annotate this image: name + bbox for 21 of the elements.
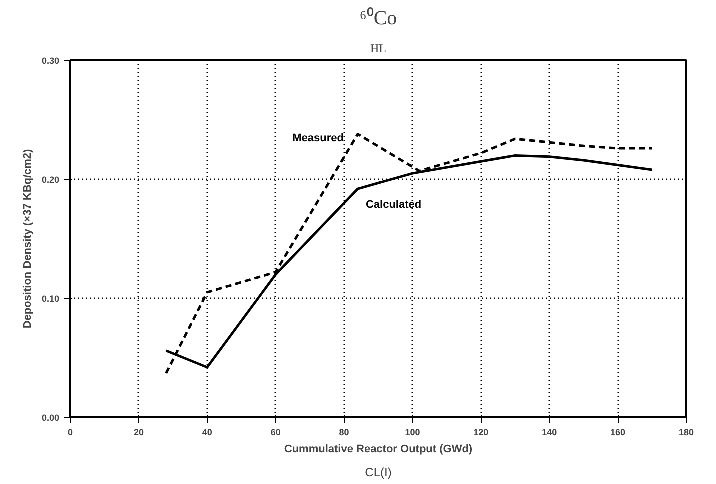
series-label: Measured bbox=[292, 132, 344, 144]
x-tick-label: 0 bbox=[68, 428, 74, 438]
x-tick-label: 100 bbox=[405, 428, 420, 438]
x-axis-title: Cummulative Reactor Output (GWd) bbox=[284, 444, 473, 456]
x-tick-label: 60 bbox=[270, 428, 281, 438]
y-tick-label: 0.10 bbox=[42, 294, 60, 304]
x-tick-label: 120 bbox=[474, 428, 489, 438]
y-tick-label: 0.30 bbox=[42, 56, 60, 66]
chart-subtitle: HL bbox=[370, 42, 386, 56]
y-tick-label: 0.20 bbox=[42, 175, 60, 185]
y-tick-label: 0.00 bbox=[42, 413, 60, 423]
series-label: Calculated bbox=[366, 199, 422, 212]
text: CL(I) bbox=[365, 466, 392, 480]
x-tick-label: 160 bbox=[610, 428, 626, 438]
chart-title: ⁶⁰Co bbox=[360, 6, 398, 30]
x-tick-label: 80 bbox=[339, 428, 350, 438]
x-tick-label: 140 bbox=[542, 428, 558, 438]
x-tick-label: 20 bbox=[134, 428, 144, 438]
x-tick-label: 180 bbox=[678, 428, 694, 438]
x-tick-label: 40 bbox=[202, 428, 212, 438]
y-axis-title: Deposition Density (×37 KBq/cm2) bbox=[22, 148, 34, 329]
